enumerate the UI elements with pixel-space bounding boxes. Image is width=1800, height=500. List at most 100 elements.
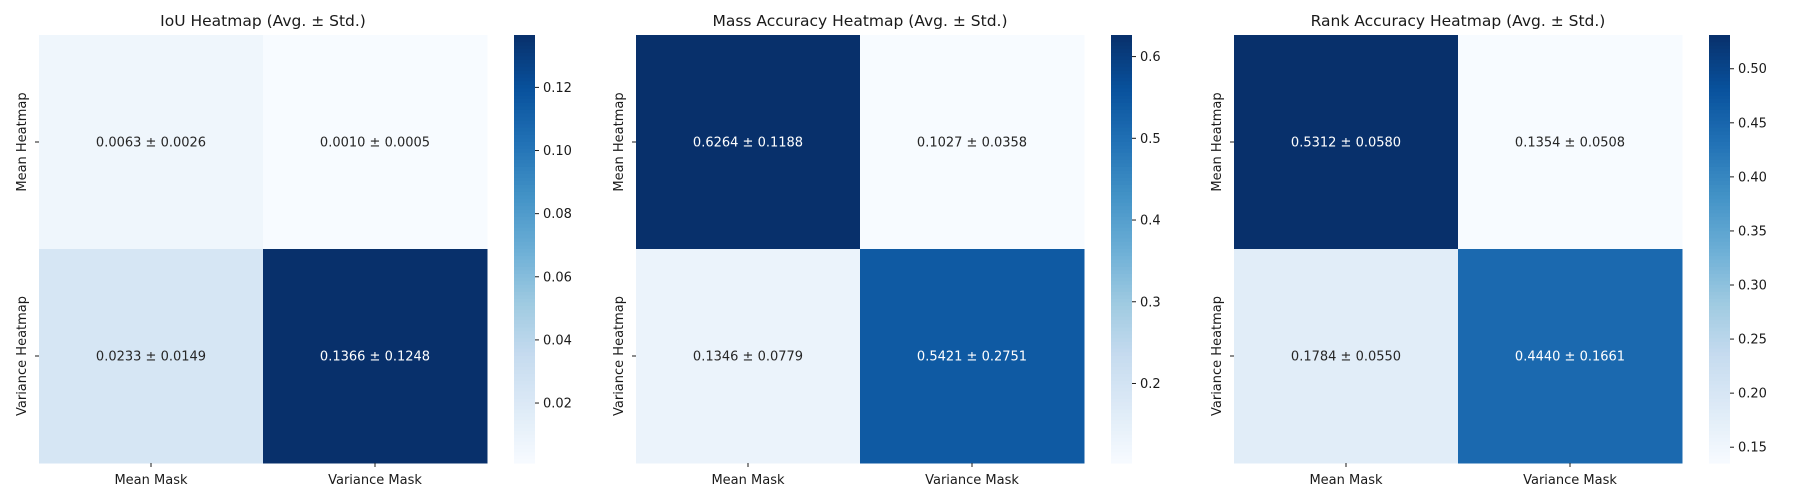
colorbar-strip bbox=[1111, 295, 1132, 300]
colorbar-tick-label: 0.3 bbox=[1140, 295, 1161, 310]
chart-title: Mass Accuracy Heatmap (Avg. ± Std.) bbox=[712, 12, 1007, 30]
x-tick-label: Variance Mask bbox=[328, 473, 422, 488]
colorbar-tick-label: 0.15 bbox=[1738, 441, 1767, 456]
colorbar-strip bbox=[514, 420, 535, 425]
colorbar-strip bbox=[1111, 163, 1132, 168]
colorbar-strip bbox=[1709, 430, 1730, 436]
colorbar-strip bbox=[1709, 191, 1730, 197]
colorbar-strip bbox=[1709, 249, 1730, 254]
colorbar-strip bbox=[1709, 309, 1730, 314]
colorbar-strip bbox=[1709, 113, 1730, 118]
colorbar-strip bbox=[1709, 413, 1730, 418]
colorbar-strip bbox=[514, 156, 535, 161]
colorbar-strip bbox=[514, 430, 535, 436]
colorbar-strip bbox=[514, 113, 535, 118]
colorbar-strip bbox=[1709, 313, 1730, 318]
colorbar-strip bbox=[1111, 145, 1132, 150]
colorbar-strip bbox=[514, 341, 535, 346]
colorbar-strip bbox=[1709, 380, 1730, 386]
colorbar-strip bbox=[514, 277, 535, 282]
colorbar-strip bbox=[514, 288, 535, 293]
colorbar-strip bbox=[514, 320, 535, 325]
colorbar-strip bbox=[1111, 156, 1132, 161]
colorbar-tick-label: 0.45 bbox=[1738, 116, 1767, 131]
colorbar-strip bbox=[514, 38, 535, 43]
colorbar-strip bbox=[1709, 92, 1730, 97]
colorbar-strip bbox=[1709, 352, 1730, 357]
cell-annotation: 0.1346 ± 0.0779 bbox=[693, 350, 803, 365]
colorbar-strip bbox=[1111, 95, 1132, 100]
colorbar-strip bbox=[1111, 256, 1132, 261]
colorbar-strip bbox=[514, 45, 535, 50]
colorbar-strip bbox=[1709, 338, 1730, 343]
cell-annotation: 0.1027 ± 0.0358 bbox=[917, 136, 1027, 151]
colorbar-strip bbox=[1111, 430, 1132, 436]
colorbar-strip bbox=[1111, 124, 1132, 129]
colorbar-strip bbox=[1709, 184, 1730, 189]
colorbar-strip bbox=[1111, 109, 1132, 115]
colorbar-strip bbox=[1709, 38, 1730, 43]
colorbar-strip bbox=[514, 249, 535, 254]
colorbar-tick-label: 0.30 bbox=[1738, 279, 1767, 294]
colorbar-strip bbox=[1111, 81, 1132, 86]
colorbar-strip bbox=[1111, 277, 1132, 282]
colorbar-strip bbox=[1111, 234, 1132, 239]
chart-title: Rank Accuracy Heatmap (Avg. ± Std.) bbox=[1311, 12, 1606, 30]
colorbar-strip bbox=[1111, 209, 1132, 214]
colorbar-strip bbox=[1709, 384, 1730, 389]
colorbar-strip bbox=[514, 184, 535, 189]
colorbar-strip bbox=[1111, 298, 1132, 304]
colorbar-strip bbox=[1111, 273, 1132, 279]
colorbar-strip bbox=[514, 166, 535, 172]
colorbar-strip bbox=[514, 316, 535, 321]
colorbar-strip bbox=[1111, 284, 1132, 289]
colorbar-strip bbox=[1111, 77, 1132, 82]
colorbar-strip bbox=[1709, 363, 1730, 368]
colorbar-strip bbox=[514, 213, 535, 218]
colorbar-strip bbox=[1709, 416, 1730, 421]
colorbar-strip bbox=[1709, 231, 1730, 236]
colorbar-strip bbox=[1709, 448, 1730, 453]
colorbar-strip bbox=[1111, 117, 1132, 122]
colorbar-strip bbox=[514, 384, 535, 389]
colorbar-strip bbox=[1709, 77, 1730, 82]
colorbar-strip bbox=[514, 81, 535, 86]
colorbar-strip bbox=[514, 202, 535, 207]
colorbar-strip bbox=[1111, 405, 1132, 411]
colorbar-strip bbox=[514, 377, 535, 382]
colorbar-strip bbox=[514, 149, 535, 154]
colorbar-strip bbox=[1111, 252, 1132, 257]
colorbar-strip bbox=[1709, 199, 1730, 204]
colorbar-strip bbox=[514, 117, 535, 122]
colorbar-strip bbox=[514, 270, 535, 275]
colorbar bbox=[1709, 35, 1730, 464]
colorbar-strip bbox=[514, 359, 535, 364]
colorbar-strip bbox=[1111, 84, 1132, 90]
colorbar-tick-label: 0.35 bbox=[1738, 224, 1767, 239]
colorbar-strip bbox=[514, 380, 535, 386]
colorbar-tick-label: 0.06 bbox=[543, 270, 572, 285]
colorbar-strip bbox=[1111, 455, 1132, 461]
colorbar-strip bbox=[1111, 59, 1132, 65]
colorbar-strip bbox=[1111, 88, 1132, 93]
colorbar-strip bbox=[514, 252, 535, 257]
colorbar-strip bbox=[514, 259, 535, 264]
colorbar-strip bbox=[514, 416, 535, 421]
colorbar-strip bbox=[1709, 402, 1730, 407]
colorbar-strip bbox=[1111, 338, 1132, 343]
colorbar-strip bbox=[1709, 42, 1730, 47]
colorbar-strip bbox=[514, 438, 535, 443]
colorbar-strip bbox=[514, 84, 535, 90]
colorbar-strip bbox=[514, 120, 535, 125]
colorbar-strip bbox=[514, 370, 535, 375]
colorbar-strip bbox=[1709, 334, 1730, 339]
colorbar-strip bbox=[1111, 120, 1132, 125]
colorbar-tick-label: 0.40 bbox=[1738, 170, 1767, 185]
colorbar-strip bbox=[1111, 238, 1132, 243]
colorbar-strip bbox=[1111, 306, 1132, 311]
heatmap-cell bbox=[860, 249, 1085, 464]
colorbar-strip bbox=[514, 241, 535, 247]
colorbar-strip bbox=[1111, 174, 1132, 179]
colorbar-strip bbox=[1709, 345, 1730, 350]
colorbar-strip bbox=[514, 298, 535, 304]
